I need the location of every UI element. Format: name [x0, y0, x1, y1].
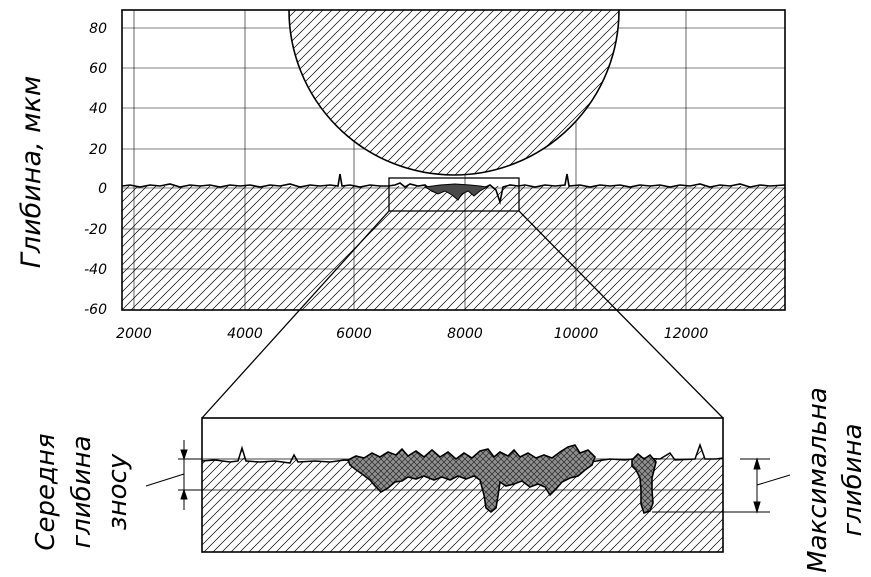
x-tick-label: 12000 [664, 326, 709, 342]
y-tick-labels: 80 60 40 20 0 -20 -40 -60 [84, 21, 107, 318]
zoom-window [388, 177, 520, 212]
y-tick-label: 60 [89, 61, 107, 77]
y-tick-label: 0 [98, 181, 107, 197]
label-line: глибина [838, 423, 868, 536]
y-tick-label: -60 [84, 302, 107, 318]
y-tick-label: -40 [84, 262, 107, 278]
zoom-detail: Середня глибина зносу Максимальна глибин… [31, 387, 868, 573]
max-depth-label: Максимальна глибина [803, 387, 868, 573]
wear-patch-small [423, 183, 489, 201]
y-tick-label: 40 [89, 101, 107, 117]
x-tick-label: 4000 [227, 326, 263, 342]
x-tick-label: 8000 [447, 326, 483, 342]
x-tick-label: 6000 [336, 326, 372, 342]
x-tick-labels: 2000 4000 6000 8000 10000 12000 [116, 326, 708, 342]
y-tick-label: 20 [89, 142, 107, 158]
label-line: глибина [67, 435, 97, 548]
y-tick-label: -20 [84, 222, 107, 238]
label-line: зносу [103, 453, 133, 530]
max-depth-pit [631, 452, 657, 515]
x-tick-label: 10000 [554, 326, 599, 342]
y-tick-label: 80 [89, 21, 107, 37]
max-depth-dimension [652, 457, 791, 514]
label-line: Середня [31, 433, 61, 550]
zoom-frame [201, 417, 724, 553]
average-depth-dimension [145, 440, 202, 510]
zoom-material [202, 445, 723, 552]
average-wear-depth-label: Середня глибина зносу [31, 433, 133, 550]
y-axis-label: Глибина, мкм [16, 76, 47, 268]
wear-region [346, 444, 596, 514]
depth-chart: 80 60 40 20 0 -20 -40 -60 2000 4000 6000… [16, 9, 786, 342]
zoom-connectors [201, 210, 724, 419]
label-line: Максимальна [803, 387, 833, 573]
material-section [122, 186, 785, 310]
x-tick-label: 2000 [116, 326, 152, 342]
plot-frame [121, 9, 786, 311]
